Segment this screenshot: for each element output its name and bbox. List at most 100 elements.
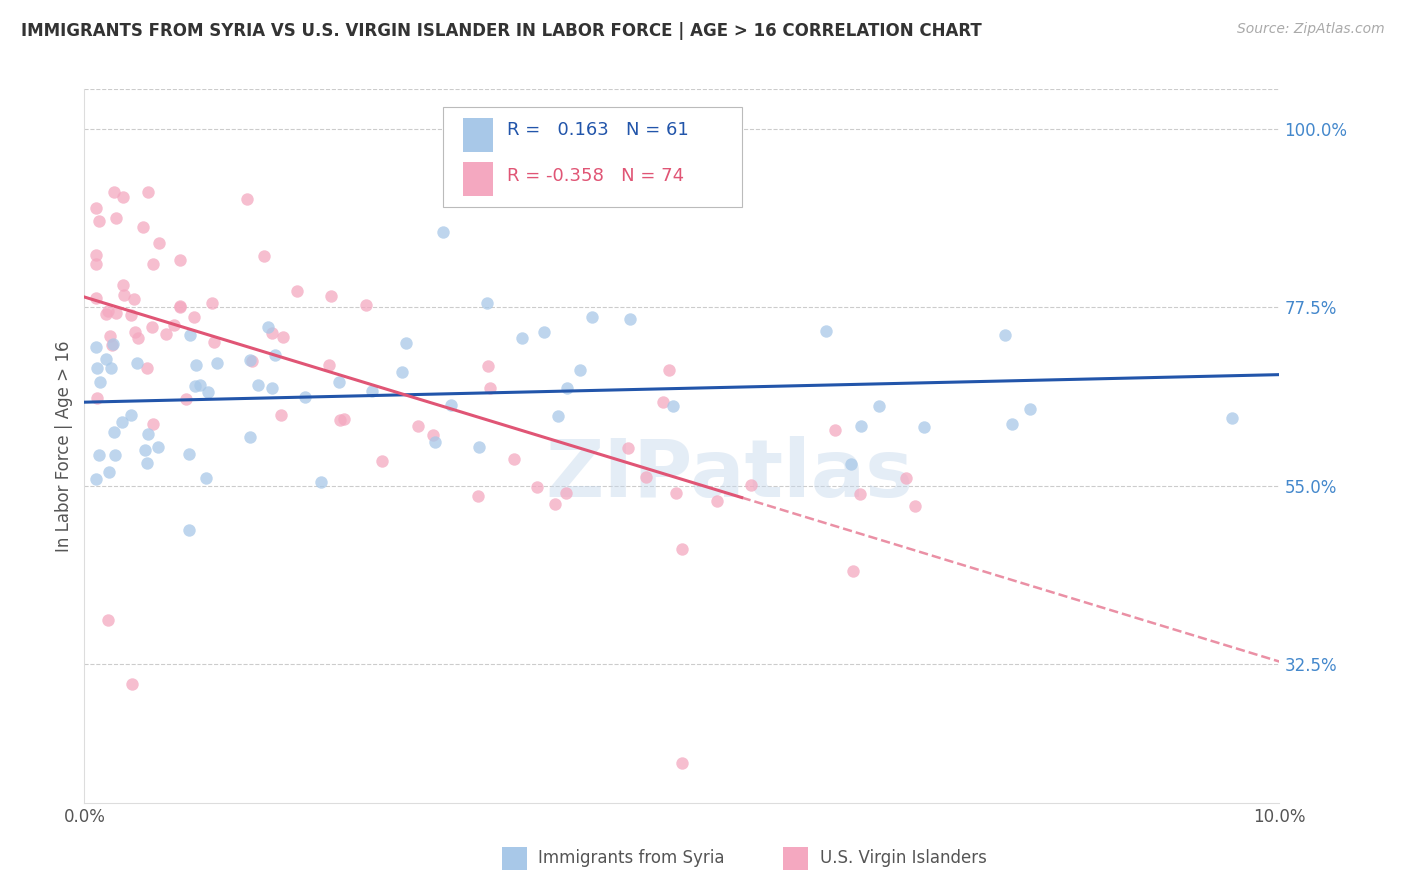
Point [636,469,658,483]
FancyBboxPatch shape [443,107,742,207]
Point [391,365,413,379]
Point [309,475,332,489]
Point [329,413,352,427]
Point [1220,411,1243,425]
Point [169,252,191,267]
Point [98,329,121,343]
Point [155,326,177,341]
Point [814,324,837,338]
Point [174,392,197,406]
Point [581,310,603,324]
Point [121,677,143,691]
Point [104,306,127,320]
Point [183,310,205,324]
Point [142,257,165,271]
Point [360,384,382,399]
Point [332,412,354,426]
Point [86,340,108,354]
Point [440,398,463,412]
Point [103,186,125,200]
FancyBboxPatch shape [463,118,494,153]
Point [96,307,118,321]
Text: Source: ZipAtlas.com: Source: ZipAtlas.com [1237,22,1385,37]
Point [169,299,191,313]
Point [285,285,308,299]
Point [100,337,122,351]
Point [136,186,159,200]
Point [475,296,498,310]
Point [236,192,259,206]
Point [132,220,155,235]
Point [432,225,454,239]
Point [422,427,444,442]
Point [328,375,350,389]
Point [111,415,134,429]
Point [253,249,276,263]
Point [894,471,917,485]
Point [188,377,211,392]
Point [200,296,222,310]
Point [124,292,146,306]
Point [849,486,872,500]
Point [86,391,108,405]
Point [246,378,269,392]
Point [839,458,862,472]
Point [371,454,394,468]
Text: Immigrants from Syria: Immigrants from Syria [538,849,725,867]
Point [94,351,117,366]
Point [239,430,262,444]
Point [319,289,342,303]
Point [665,485,688,500]
Point [467,489,489,503]
Point [120,409,142,423]
Point [842,564,865,578]
Point [205,356,228,370]
Point [544,497,567,511]
Point [503,452,526,467]
Point [239,352,262,367]
Point [111,277,134,292]
Point [569,363,592,377]
Point [197,385,219,400]
Point [184,379,207,393]
Point [101,337,124,351]
Point [994,327,1017,342]
Point [671,542,693,557]
Point [112,288,135,302]
Point [851,419,873,434]
Point [423,434,446,449]
Point [163,318,186,332]
Point [526,480,548,494]
Point [97,303,120,318]
Point [103,425,125,439]
Point [240,354,263,368]
Point [271,330,294,344]
Text: IMMIGRANTS FROM SYRIA VS U.S. VIRGIN ISLANDER IN LABOR FORCE | AGE > 16 CORRELAT: IMMIGRANTS FROM SYRIA VS U.S. VIRGIN ISL… [21,22,981,40]
Point [318,358,340,372]
Point [194,470,217,484]
Point [617,442,640,456]
Point [112,190,135,204]
Point [86,201,108,215]
Point [86,257,108,271]
Point [89,376,111,390]
Point [177,447,200,461]
Text: U.S. Virgin Islanders: U.S. Virgin Islanders [820,849,987,867]
Point [86,291,108,305]
Text: ZIPatlas: ZIPatlas [546,435,914,514]
Point [912,419,935,434]
Point [868,399,890,413]
Point [136,361,159,376]
Point [658,363,681,377]
Point [135,456,157,470]
Point [202,335,225,350]
Point [479,380,502,394]
Point [547,409,569,423]
Point [256,320,278,334]
Point [103,448,125,462]
Point [740,478,762,492]
Point [406,419,429,434]
Point [294,390,316,404]
Point [142,417,165,432]
Point [555,380,578,394]
